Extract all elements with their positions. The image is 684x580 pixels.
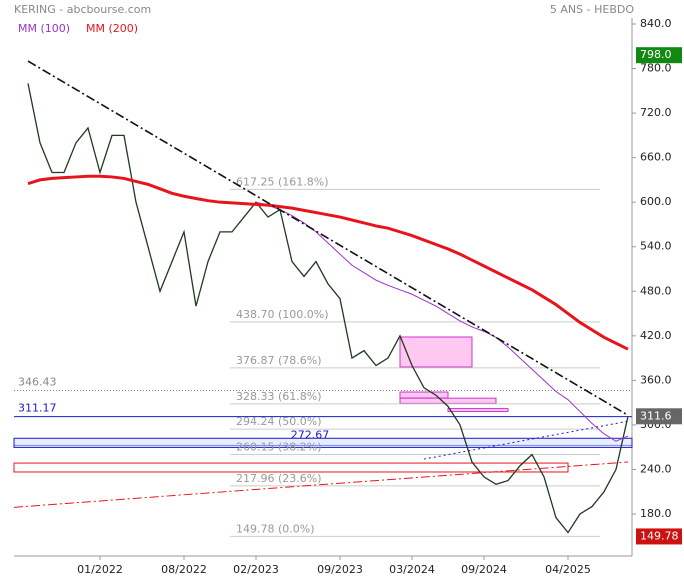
zone — [399, 336, 473, 368]
y-tick-label: 420.0 — [640, 329, 672, 342]
y-tick-label: 840.0 — [640, 17, 672, 30]
price-line — [27, 83, 629, 534]
fib-label: 328.33 (61.8%) — [236, 390, 322, 403]
price-flag — [636, 528, 682, 545]
fib-label: 149.78 (0.0%) — [236, 522, 315, 535]
trendline — [13, 461, 629, 508]
x-tick-label: 02/2023 — [233, 563, 279, 576]
legend-entry: MM (200) — [86, 22, 138, 35]
fib-label: 376.87 (78.6%) — [236, 354, 322, 367]
moving-average — [27, 174, 629, 351]
zone — [13, 462, 569, 473]
x-tick-label: 04/2025 — [545, 563, 591, 576]
x-tick-label: 03/2024 — [389, 563, 435, 576]
y-tick-label: 360.0 — [640, 373, 672, 386]
fib-label: 260.15 (38.2%) — [236, 440, 322, 453]
x-tick-label: 08/2022 — [161, 563, 207, 576]
x-tick-label: 01/2022 — [77, 563, 123, 576]
chart-title: KERING - abcbourse.com — [14, 3, 151, 16]
fib-label: 217.96 (23.6%) — [236, 472, 322, 485]
price-flag-label: 798.0 — [640, 48, 672, 61]
y-tick-label: 600.0 — [640, 195, 672, 208]
y-tick-label: 780.0 — [640, 62, 672, 75]
band-label: 272.67 — [291, 428, 330, 441]
y-tick-label: 240.0 — [640, 462, 672, 475]
legend-entry: MM (100) — [18, 22, 70, 35]
y-tick-label: 540.0 — [640, 240, 672, 253]
y-tick-label: 480.0 — [640, 284, 672, 297]
y-tick-label: 720.0 — [640, 106, 672, 119]
fib-label: 294.24 (50.0%) — [236, 415, 322, 428]
zone — [399, 391, 449, 399]
price-flag — [636, 408, 682, 425]
level-label: 346.43 — [18, 375, 57, 388]
zone — [447, 408, 509, 413]
price-flag-label: 311.6 — [640, 409, 672, 422]
trendline — [27, 60, 629, 416]
moving-average — [255, 201, 629, 442]
y-tick-label: 180.0 — [640, 507, 672, 520]
fib-label: 617.25 (161.8%) — [236, 175, 329, 188]
y-tick-label: 660.0 — [640, 151, 672, 164]
zone — [399, 397, 497, 404]
x-tick-label: 09/2023 — [317, 563, 363, 576]
x-tick-label: 09/2024 — [461, 563, 507, 576]
fib-label: 438.70 (100.0%) — [236, 308, 329, 321]
price-flag-label: 149.78 — [640, 529, 679, 542]
level-label: 311.17 — [18, 402, 57, 415]
chart-subtitle: 5 ANS - HEBDO — [550, 3, 634, 16]
price-flag — [636, 47, 682, 64]
band — [13, 437, 633, 448]
